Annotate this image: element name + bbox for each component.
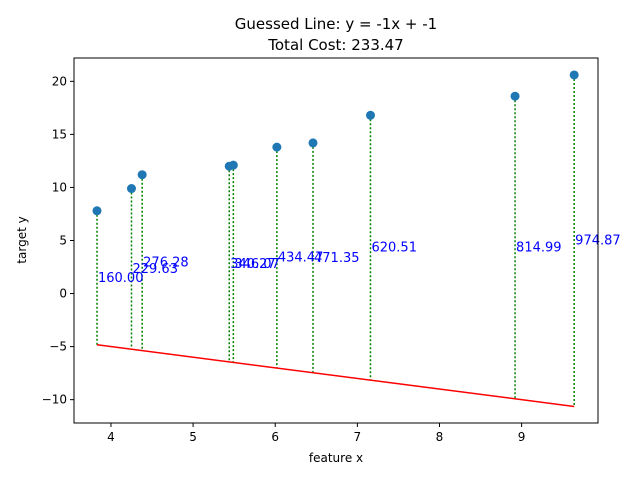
cost-label: 160.00	[98, 271, 143, 286]
data-point	[365, 110, 375, 120]
x-tick-label: 4	[107, 430, 115, 444]
cost-label: 229.63	[132, 262, 178, 277]
x-axis-ticks: 4 5 6 7 8 9	[107, 423, 525, 444]
y-tick-label: 10	[52, 180, 67, 194]
x-tick-label: 8	[436, 430, 444, 444]
data-point	[92, 206, 102, 216]
data-point	[137, 170, 147, 180]
y-tick-label: 15	[52, 127, 67, 141]
cost-label: 471.35	[314, 251, 360, 266]
x-tick-label: 5	[189, 430, 197, 444]
cost-label: 620.51	[371, 241, 417, 256]
y-tick-label: −5	[49, 340, 67, 354]
data-point	[308, 138, 318, 148]
y-axis-label: target y	[15, 216, 29, 263]
chart-subtitle: Total Cost: 233.47	[267, 36, 403, 54]
data-point	[228, 160, 238, 170]
chart-title: Guessed Line: y = -1x + -1	[235, 15, 437, 33]
x-tick-label: 9	[518, 430, 526, 444]
data-point	[272, 142, 282, 152]
cost-label: 340.27	[230, 257, 275, 272]
x-axis-label: feature x	[309, 451, 363, 465]
y-tick-label: −10	[42, 393, 67, 407]
cost-label: 814.99	[516, 241, 562, 256]
data-point	[126, 184, 136, 194]
data-points	[92, 70, 579, 216]
y-tick-label: 0	[59, 287, 67, 301]
data-point	[510, 91, 520, 101]
y-tick-label: 5	[59, 234, 67, 248]
y-axis-ticks: −10 −5 0 5 10 15 20	[42, 74, 74, 407]
x-tick-label: 7	[354, 430, 362, 444]
guessed-line	[96, 344, 575, 408]
cost-label: 434.47	[278, 251, 324, 266]
cost-label: 276.28	[143, 256, 189, 271]
x-tick-label: 6	[271, 430, 279, 444]
guessed-line-path	[96, 344, 575, 408]
data-point	[569, 70, 579, 80]
residual-lines	[96, 74, 575, 407]
y-tick-label: 20	[52, 74, 67, 88]
cost-label: 346.07	[234, 257, 280, 272]
